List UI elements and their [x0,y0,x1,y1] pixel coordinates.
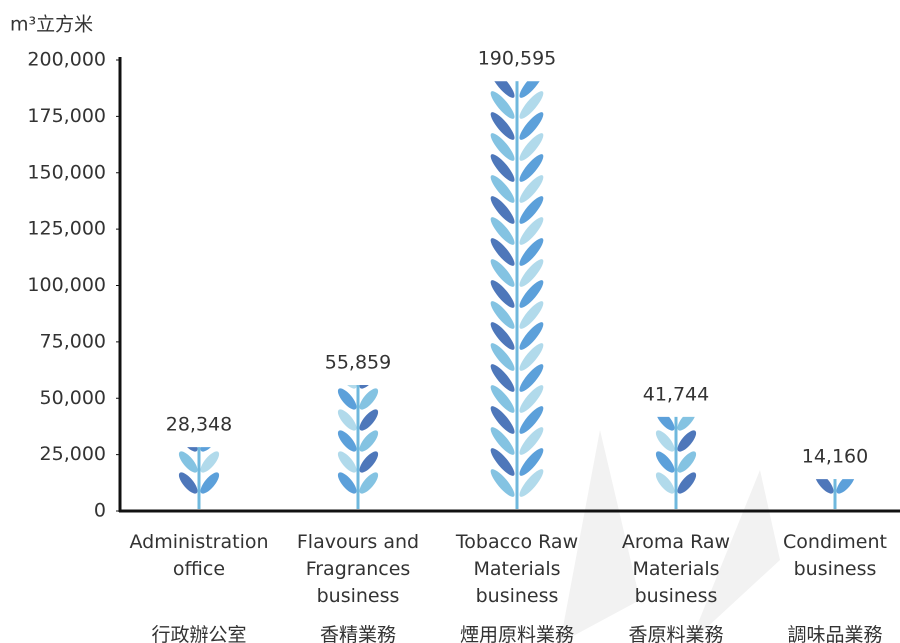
bar [357,385,360,509]
y-axis-label: m³立方米 [10,14,93,36]
leaf [197,449,222,476]
leaf [335,428,360,455]
value-label: 55,859 [325,352,391,374]
value-label: 41,744 [643,383,709,405]
x-tick-label: Flavours and Fragrances business [283,529,433,610]
leaf [356,386,381,413]
leaf [653,428,678,455]
y-tick-label: 200,000 [27,49,106,71]
y-tick-label: 100,000 [27,274,106,296]
leaf [176,470,201,497]
leaf [335,470,360,497]
x-tick-label-zh: 行政辦公室 [124,620,274,643]
x-tick-label: Administration office [124,529,274,583]
y-tick-label: 0 [94,500,106,522]
y-tick-label: 50,000 [40,387,106,409]
leaf [335,386,360,413]
leaf [833,470,858,497]
leaf [335,407,360,434]
leaf [653,449,678,476]
y-tick-label: 25,000 [40,443,106,465]
value-label: 28,348 [166,414,232,436]
x-tick-label-zh: 香原料業務 [601,620,751,643]
x-tick-label-zh: 香精業務 [283,620,433,643]
y-tick-label: 150,000 [27,161,106,183]
leaf [653,407,678,434]
x-tick-label-zh: 調味品業務 [760,620,900,643]
leaf [674,449,699,476]
leaf [335,449,360,476]
bar [516,81,519,509]
leaf [356,428,381,455]
leaf [356,449,381,476]
chart: m³立方米 0 25,000 50,000 75,000 100,000 125,000 1… [0,0,900,643]
leaf [674,470,699,497]
x-tick-label: Tobacco Raw Materials business [442,529,592,610]
bar [675,417,678,509]
leaf [356,470,381,497]
leaf [674,428,699,455]
value-label: 190,595 [478,48,557,70]
value-label: 14,160 [802,446,868,468]
y-tick-label: 125,000 [27,218,106,240]
leaf [356,407,381,434]
leaf [812,470,837,497]
leaf [197,470,222,497]
y-tick-label: 175,000 [27,105,106,127]
x-tick-label: Aroma Raw Materials business [601,529,751,610]
leaf [674,407,699,434]
bar [834,479,837,509]
x-tick-label-zh: 煙用原料業務 [442,620,592,643]
leaf [176,449,201,476]
y-tick-label: 75,000 [40,330,106,352]
bar [198,447,201,509]
leaf [653,470,678,497]
x-tick-label: Condiment business [760,529,900,583]
